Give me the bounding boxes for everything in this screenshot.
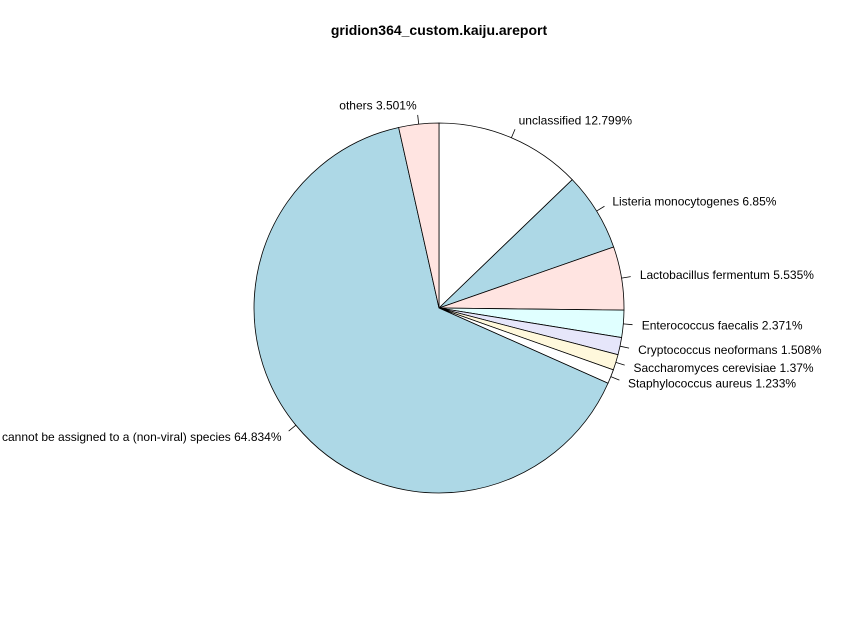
slice-label-5: Saccharomyces cerevisiae 1.37%: [634, 361, 814, 375]
label-tick-4: [619, 345, 630, 349]
slice-label-2: Lactobacillus fermentum 5.535%: [640, 268, 814, 282]
label-tick-5: [615, 361, 625, 366]
chart-title: gridion364_custom.kaiju.areport: [331, 22, 548, 38]
pie-slices: [253, 122, 625, 494]
slice-label-0: unclassified 12.799%: [519, 114, 633, 128]
slice-label-6: Staphylococcus aureus 1.233%: [628, 377, 796, 391]
label-tick-0: [511, 129, 516, 138]
pie-slice-0: [438, 122, 573, 309]
pie-slice-7: [253, 126, 609, 494]
label-tick-7: [288, 424, 297, 432]
label-tick-1: [596, 205, 605, 212]
label-tick-3: [623, 323, 633, 326]
label-ticks: [288, 114, 633, 432]
slice-labels: unclassified 12.799% Listeria monocytogen…: [2, 99, 822, 444]
slice-label-1: Listeria monocytogenes 6.85%: [612, 194, 776, 208]
slice-label-4: Cryptococcus neoformans 1.508%: [638, 343, 822, 357]
label-tick-6: [610, 376, 620, 381]
slice-label-3: Enterococcus faecalis 2.371%: [642, 318, 803, 332]
slice-label-8: others 3.501%: [339, 99, 417, 113]
label-tick-8: [417, 114, 420, 125]
slice-label-7: cannot be assigned to a (non-viral) spec…: [2, 430, 282, 444]
label-tick-2: [621, 276, 631, 279]
